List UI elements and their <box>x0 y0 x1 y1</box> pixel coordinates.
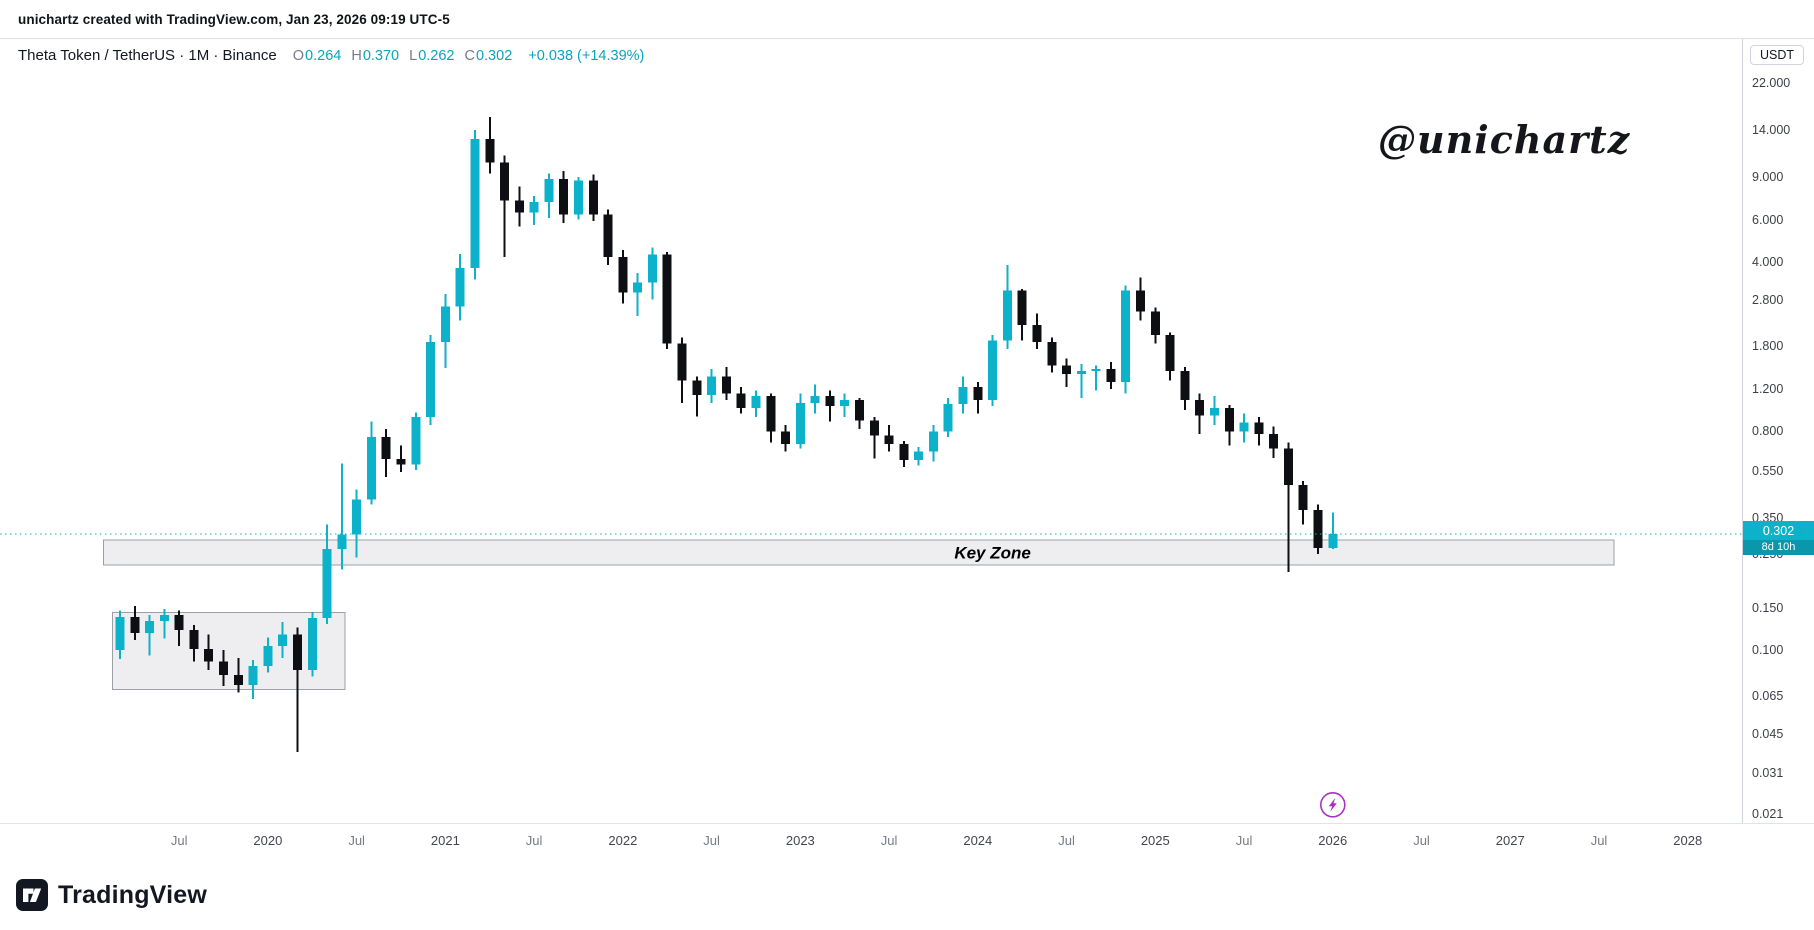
price-tick: 4.000 <box>1752 255 1784 270</box>
price-tick: 0.021 <box>1752 807 1784 822</box>
chart-area: Key Zone Theta Token / TetherUS · 1M · B… <box>0 38 1814 823</box>
price-tick: 0.150 <box>1752 600 1784 615</box>
ohlc-h: H0.370 <box>351 47 400 64</box>
bar-countdown: 8d 10h <box>1743 539 1814 555</box>
price-tick: 0.800 <box>1752 424 1784 439</box>
credit-text: unichartz created with TradingView.com, … <box>18 11 450 27</box>
price-tick: 2.800 <box>1752 292 1784 307</box>
price-tick: 0.031 <box>1752 766 1784 781</box>
candlestick-chart[interactable]: Key Zone <box>0 39 1742 823</box>
candles <box>115 117 1338 752</box>
currency-label[interactable]: USDT <box>1750 45 1805 65</box>
tradingview-logo-icon <box>16 879 48 911</box>
time-axis[interactable]: Jul 2020 Jul 2021 Jul 2022 Jul 2023 Jul 2024 Jul 20… <box>0 823 1814 860</box>
watermark-handle: @unichartz <box>1378 117 1631 162</box>
time-tick: Jul <box>348 833 365 848</box>
price-tick: 6.000 <box>1752 212 1784 227</box>
ohlc-l: L0.262 <box>409 47 455 64</box>
key-zone-label[interactable]: Key Zone <box>954 544 1031 563</box>
price-tick: 9.000 <box>1752 169 1784 184</box>
time-tick: Jul <box>1590 833 1608 848</box>
footer-bar: TradingView <box>0 860 1814 930</box>
price-tick: 22.000 <box>1752 75 1791 90</box>
time-tick: Jul <box>703 833 720 848</box>
symbol-title[interactable]: Theta Token / TetherUS · 1M · Binance <box>18 47 277 64</box>
price-tick: 0.100 <box>1752 643 1784 658</box>
time-tick: 2027 <box>1495 833 1525 848</box>
ohlc-o: O0.264 <box>292 47 342 64</box>
time-tick: Jul <box>1235 833 1253 848</box>
time-tick: 2021 <box>430 833 460 848</box>
ohlc-values: O0.264 H0.370 L0.262 C0.302 <box>293 48 513 64</box>
tradingview-wordmark: TradingView <box>58 880 208 909</box>
time-tick: 2024 <box>963 833 993 848</box>
time-tick: Jul <box>1058 833 1075 848</box>
price-tick: 14.000 <box>1752 123 1791 138</box>
time-tick: Jul <box>880 833 898 848</box>
price-tick: 0.045 <box>1752 727 1784 742</box>
price-tick: 1.800 <box>1752 339 1784 354</box>
time-tick: 2028 <box>1673 833 1703 848</box>
last-price-value: 0.302 <box>1743 520 1814 540</box>
time-tick: 2026 <box>1318 833 1348 848</box>
time-tick: Jul <box>525 833 543 848</box>
drawing-zones[interactable] <box>103 539 1615 690</box>
price-axis[interactable]: USDT 22.000 14.000 9.000 6.000 4.000 2.800 1.8… <box>1742 39 1814 823</box>
price-tick: 0.550 <box>1752 463 1784 478</box>
time-tick: 2025 <box>1140 833 1170 848</box>
price-tick: 0.065 <box>1752 688 1784 703</box>
time-tick: 2020 <box>253 833 283 848</box>
time-tick: Jul <box>170 833 188 848</box>
ohlc-c: C0.302 <box>464 47 513 64</box>
time-tick: 2023 <box>785 833 815 848</box>
change-value: +0.038 (+14.39%) <box>528 47 645 64</box>
time-tick: Jul <box>1413 833 1430 848</box>
price-tick: 1.200 <box>1752 381 1784 396</box>
credit-bar: unichartz created with TradingView.com, … <box>0 0 1814 38</box>
tradingview-logo[interactable]: TradingView <box>16 879 207 911</box>
symbol-legend: Theta Token / TetherUS · 1M · Binance O0… <box>18 47 644 64</box>
event-icon[interactable] <box>1320 791 1346 818</box>
chart-pane[interactable]: Key Zone Theta Token / TetherUS · 1M · B… <box>0 39 1742 823</box>
last-price-badge: 0.302 8d 10h <box>1743 520 1814 555</box>
time-tick: 2022 <box>608 833 638 848</box>
